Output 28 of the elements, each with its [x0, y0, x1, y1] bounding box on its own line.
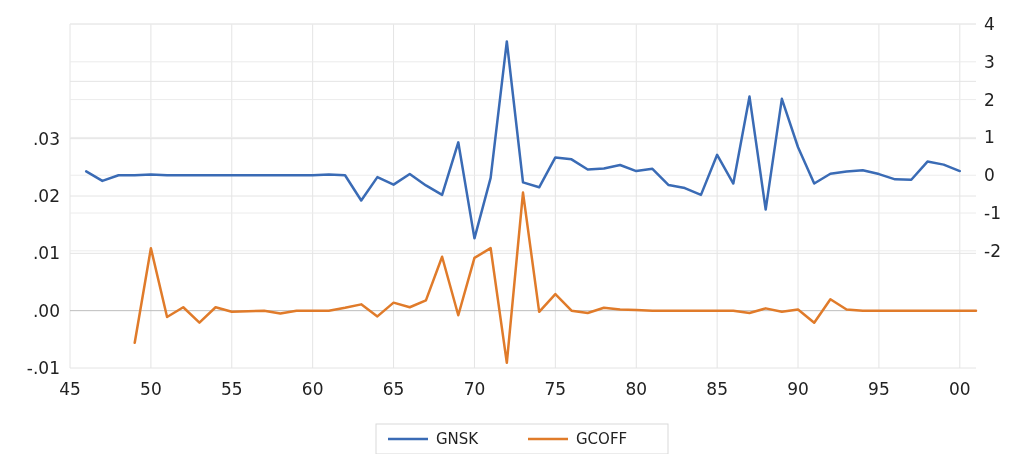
y-tick-label: .00: [32, 300, 60, 321]
y2-tick-label: 1: [984, 127, 995, 148]
x-tick-label: 50: [140, 379, 162, 399]
y-tick-label: -.01: [26, 357, 60, 378]
x-tick-label: 80: [625, 379, 648, 399]
x-tick-label: 55: [220, 379, 243, 399]
y-tick-label: .01: [32, 243, 60, 264]
legend-label: GCOFF: [576, 430, 628, 449]
y2-tick-label: -2: [984, 240, 1001, 261]
y2-tick-label: -1: [984, 202, 1001, 223]
x-tick-label: 65: [382, 379, 405, 399]
y2-tick-label: 0: [984, 165, 995, 186]
x-tick-label: 00: [949, 379, 971, 399]
x-tick-label: 60: [301, 379, 324, 399]
y-tick-label: .02: [32, 185, 60, 206]
y-tick-label: .03: [32, 128, 60, 149]
x-tick-label: 70: [463, 379, 486, 399]
x-tick-label: 85: [706, 379, 728, 399]
x-tick-label: 75: [544, 379, 567, 399]
y2-tick-label: 3: [984, 51, 995, 72]
x-tick-label: 90: [787, 379, 809, 399]
y2-tick-label: 2: [984, 89, 995, 110]
y2-tick-label: 4: [984, 13, 995, 34]
legend-label: GNSK: [436, 430, 480, 449]
line-series: [133, 191, 978, 365]
x-tick-label: 45: [59, 379, 81, 399]
line-series: [84, 40, 962, 240]
x-tick-label: 95: [868, 379, 890, 399]
